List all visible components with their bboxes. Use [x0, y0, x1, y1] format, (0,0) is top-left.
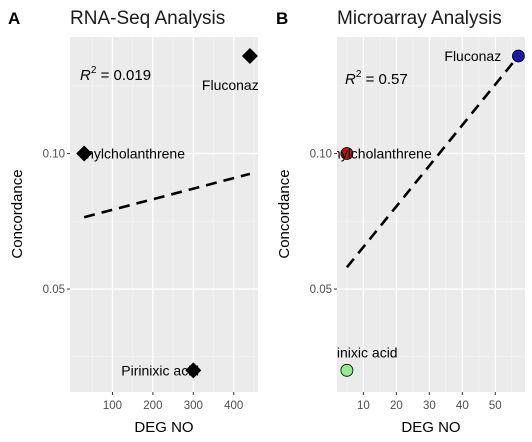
data-point	[512, 49, 525, 63]
x-tick-label: 50	[489, 400, 502, 412]
point-label: Pirinixic acid	[121, 362, 199, 378]
plot-panel-background	[337, 37, 525, 392]
plot-panel-background	[70, 37, 258, 392]
x-tick-label: 40	[456, 400, 469, 412]
panel-b-microarray: B Microarray Analysis nylcholanthrene Flu…	[276, 8, 525, 436]
chart-title: Microarray Analysis	[337, 8, 502, 29]
panel-a-rna-seq: A RNA-Seq Analysis nylcholanthrene Flucon…	[8, 8, 259, 436]
fit-line-group	[83, 172, 251, 219]
point-label: nylcholanthrene	[333, 146, 432, 162]
point-label: nylcholanthrene	[86, 146, 185, 162]
data-point	[241, 47, 258, 64]
x-tick-label: 300	[184, 400, 203, 412]
y-tick-label: 0.05	[43, 284, 65, 296]
x-axis-ticks: 100 200 300 400	[103, 392, 243, 412]
x-tick-label: 20	[390, 400, 403, 412]
data-point	[340, 363, 354, 377]
data-point	[76, 145, 93, 162]
y-axis-title: Concordance	[276, 169, 293, 258]
grid-lines	[70, 37, 258, 392]
point-label: Fluconaz	[444, 48, 501, 64]
fit-line-group	[345, 55, 520, 269]
x-tick-label: 100	[103, 400, 122, 412]
fit-line	[345, 55, 520, 269]
panel-letter: B	[276, 9, 288, 28]
point-labels: nylcholanthrene Fluconaz inixic acid	[333, 48, 501, 360]
points-group	[340, 49, 525, 377]
y-tick-label: 0.10	[43, 149, 65, 161]
point-label: inixic acid	[337, 344, 398, 360]
x-axis-title: DEG NO	[401, 419, 460, 436]
label-clip: nylcholanthrene Fluconaz Pirinixic acid	[86, 77, 259, 378]
y-axis-title: Concordance	[9, 169, 26, 258]
panel-letter: A	[8, 9, 20, 28]
x-tick-label: 10	[357, 400, 370, 412]
y-tick-label: 0.05	[310, 284, 332, 296]
r-squared-annotation: R2 = 0.019	[80, 65, 151, 84]
y-axis-ticks: 0.05 0.10	[43, 149, 70, 296]
points-group	[76, 47, 258, 379]
data-point	[340, 147, 354, 160]
x-tick-label: 200	[143, 400, 162, 412]
x-tick-label: 30	[423, 400, 436, 412]
x-axis-title: DEG NO	[134, 419, 193, 436]
x-axis-ticks: 10 20 30 40 50	[357, 392, 502, 412]
y-axis-ticks: 0.05 0.10	[310, 149, 337, 296]
label-clip: nylcholanthrene Fluconaz inixic acid	[333, 48, 501, 360]
data-point	[185, 362, 202, 379]
x-tick-label: 400	[224, 400, 243, 412]
fit-line	[83, 172, 251, 219]
point-label: Fluconaz	[202, 77, 259, 93]
y-tick-label: 0.10	[310, 149, 332, 161]
grid-lines	[337, 37, 525, 392]
r-squared-annotation: R2 = 0.57	[345, 69, 408, 88]
chart-title: RNA-Seq Analysis	[70, 8, 225, 29]
point-labels: nylcholanthrene Fluconaz Pirinixic acid	[86, 77, 259, 378]
